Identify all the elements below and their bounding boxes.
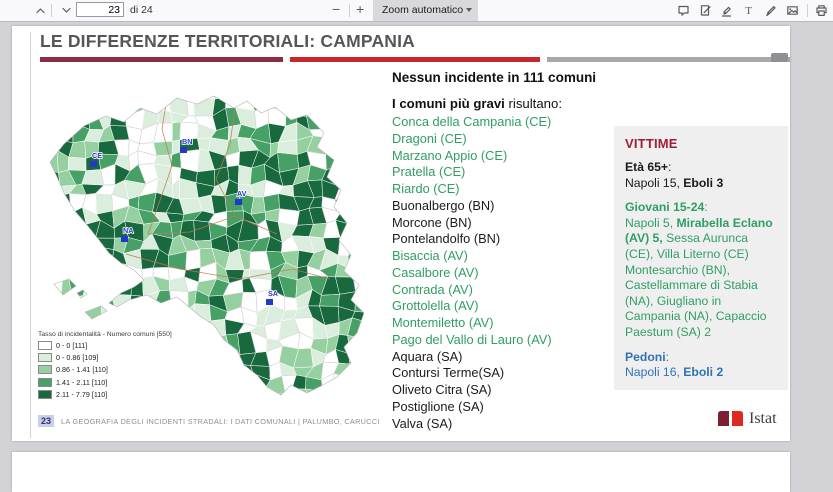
- legend-label: 1.41 - 2.11 [110]: [56, 377, 108, 387]
- chevron-down-icon: [62, 7, 71, 13]
- slide-left-rule: [30, 32, 31, 438]
- legend-row: 1.41 - 2.11 [110]: [38, 377, 258, 387]
- highlighter-icon[interactable]: [720, 4, 733, 17]
- legend-swatch: [38, 389, 52, 399]
- vittime-section-label: Giovani 15-24:: [625, 200, 708, 215]
- edit-note-icon[interactable]: [699, 4, 712, 17]
- comment-icon[interactable]: [677, 4, 690, 17]
- vittime-section: Giovani 15-24: Napoli 5, Mirabella Eclano…: [625, 200, 777, 340]
- svg-text:SA: SA: [268, 289, 278, 298]
- no-incident-heading: Nessun incidente in 111 comuni: [392, 70, 597, 85]
- legend-swatch: [38, 365, 52, 375]
- legend-label: 0.86 - 1.41 [110]: [56, 365, 108, 375]
- pdf-toolbar: di 24 − + Zoom automatico T: [0, 0, 833, 22]
- svg-text:BN: BN: [182, 137, 192, 146]
- municipality-list: Conca della Campania (CE) Dragoni (CE) Mar…: [392, 114, 552, 432]
- municipality-item: Casalbore (AV): [392, 264, 479, 280]
- legend-label: 0 - 0.86 [109]: [56, 353, 99, 363]
- municipality-item: Oliveto Citra (SA): [392, 382, 492, 397]
- pdf-page: LE DIFFERENZE TERRITORIALI: CAMPANIA CE B…: [12, 26, 790, 441]
- municipality-item: Pratella (CE): [392, 164, 466, 180]
- municipality-item: Valva (SA): [392, 415, 453, 431]
- scrollbar-thumb[interactable]: [771, 53, 788, 62]
- municipality-item: Contrada (AV): [392, 281, 473, 297]
- zoom-out-button[interactable]: −: [332, 1, 341, 17]
- vittime-section-label: Età 65+:: [625, 160, 672, 174]
- svg-text:NA: NA: [123, 226, 133, 235]
- municipality-item: Aquara (SA): [392, 348, 463, 364]
- zoom-level-select[interactable]: Zoom automatico: [373, 0, 478, 21]
- municipality-item: Riardo (CE): [392, 181, 460, 196]
- text-icon[interactable]: T: [742, 4, 755, 17]
- legend-title: Tasso di incidentalità - Numero comuni […: [38, 331, 172, 338]
- toolbar-divider: [807, 4, 809, 17]
- vittime-box: VITTIME Età 65+: Napoli 15, Eboli 3 Giovan…: [614, 126, 788, 390]
- slide-title: LE DIFFERENZE TERRITORIALI: CAMPANIA: [40, 31, 416, 51]
- toolbar-divider: [349, 4, 350, 17]
- vittime-section: Età 65+: Napoli 15, Eboli 3: [625, 160, 777, 191]
- image-icon[interactable]: [786, 4, 799, 17]
- legend-label: 0 - 0 [111]: [56, 341, 88, 350]
- print-icon[interactable]: [815, 4, 828, 17]
- zoom-level-label: Zoom automatico: [382, 4, 464, 16]
- legend-swatch: [38, 353, 52, 363]
- municipality-item: Morcone (BN): [392, 214, 472, 230]
- draw-pen-icon[interactable]: [764, 4, 777, 17]
- zoom-in-button[interactable]: +: [356, 1, 365, 17]
- vittime-title: VITTIME: [625, 136, 678, 151]
- vittime-section: Pedoni: Napoli 16, Eboli 2: [625, 350, 777, 381]
- svg-text:T: T: [745, 5, 752, 17]
- municipality-item: Conca della Campania (CE): [392, 114, 552, 129]
- next-page-button[interactable]: [60, 4, 73, 17]
- legend-row: 0 - 0.86 [109]: [38, 353, 258, 363]
- municipality-item: Dragoni (CE): [392, 130, 467, 146]
- municipality-item: Pontelandolfo (BN): [392, 231, 501, 247]
- municipality-item: Contursi Terme(SA): [392, 365, 505, 381]
- title-rule-red: [290, 57, 540, 62]
- campania-choropleth-map: CE BN AV NA SA: [49, 95, 365, 396]
- page-count-label: di 24: [130, 4, 153, 16]
- municipality-item: Montemiletto (AV): [392, 315, 494, 330]
- municipality-item: Buonalbergo (BN): [392, 197, 495, 213]
- vittime-section-body: Napoli 15, Eboli 3: [625, 175, 724, 190]
- municipality-item: Pago del Vallo di Lauro (AV): [392, 331, 552, 347]
- municipality-item: Grottolella (AV): [392, 298, 479, 314]
- gravi-heading-rest: risultano:: [504, 96, 563, 111]
- toolbar-divider: [51, 4, 52, 17]
- legend-row: 0 - 0 [111]: [38, 341, 258, 350]
- legend-row: 2.11 - 7.79 [110]: [38, 389, 258, 399]
- vittime-section-body: Napoli 16, Eboli 2: [625, 365, 724, 380]
- previous-page-button[interactable]: [34, 4, 47, 17]
- legend-swatch: [38, 341, 52, 350]
- municipality-item: Bisaccia (AV): [392, 248, 468, 263]
- title-rule-gray: [547, 57, 790, 62]
- istat-logo: Istat: [718, 410, 777, 428]
- title-rule-maroon: [40, 57, 283, 62]
- slide-footer: 23 LA GEOGRAFIA DEGLI INCIDENTI STRADALI…: [38, 415, 380, 427]
- svg-text:CE: CE: [92, 151, 102, 160]
- footer-text: LA GEOGRAFIA DEGLI INCIDENTI STRADALI: I…: [61, 416, 380, 426]
- chevron-down-icon: [466, 8, 472, 12]
- municipality-item: Marzano Appio (CE): [392, 147, 508, 163]
- legend-row: 0.86 - 1.41 [110]: [38, 365, 258, 375]
- vittime-section-body: Napoli 5, Mirabella Eclano (AV) 5, Sessa…: [625, 215, 773, 339]
- page-number-input[interactable]: [76, 2, 124, 17]
- svg-text:AV: AV: [237, 189, 247, 198]
- legend-label: 2.11 - 7.79 [110]: [56, 389, 108, 399]
- gravi-heading-bold: I comuni più gravi: [392, 96, 505, 111]
- municipality-item: Postiglione (SA): [392, 398, 484, 414]
- legend-swatch: [38, 377, 52, 387]
- chevron-up-icon: [36, 8, 45, 14]
- gravi-heading: I comuni più gravi risultano:: [392, 96, 562, 111]
- footer-page-number: 23: [38, 415, 55, 427]
- map-legend: Tasso di incidentalità - Numero comuni […: [38, 331, 258, 402]
- istat-logo-text: Istat: [749, 410, 777, 427]
- istat-logo-icon: [718, 411, 743, 426]
- pdf-page-next: [12, 452, 790, 492]
- vittime-section-label: Pedoni:: [625, 349, 670, 364]
